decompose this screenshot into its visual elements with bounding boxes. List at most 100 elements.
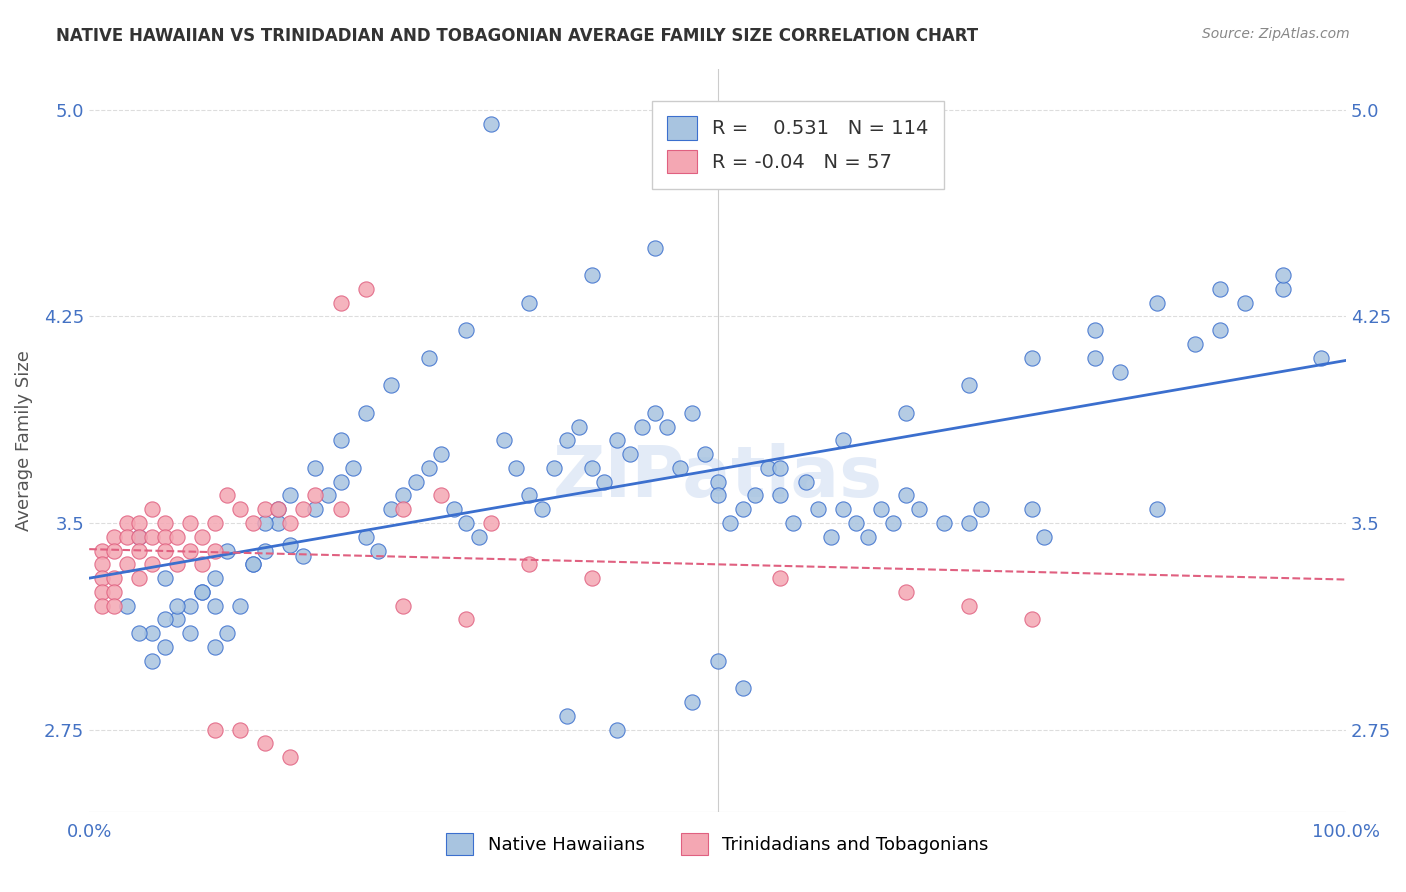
Point xyxy=(278,488,301,502)
Point xyxy=(693,447,716,461)
Point xyxy=(153,530,176,544)
Point xyxy=(90,571,112,585)
Text: ZIPatlas: ZIPatlas xyxy=(553,443,883,512)
Point xyxy=(456,612,478,626)
Point xyxy=(718,516,741,530)
Point xyxy=(204,723,226,737)
Point xyxy=(1021,351,1043,365)
Point xyxy=(115,558,138,572)
Text: Source: ZipAtlas.com: Source: ZipAtlas.com xyxy=(1202,27,1350,41)
Point xyxy=(204,516,226,530)
Point xyxy=(479,117,502,131)
Point xyxy=(204,543,226,558)
Point xyxy=(153,571,176,585)
Point xyxy=(380,378,402,392)
Point xyxy=(517,295,540,310)
Point xyxy=(932,516,955,530)
Point xyxy=(90,543,112,558)
Point xyxy=(380,502,402,516)
Point xyxy=(103,599,125,613)
Point xyxy=(907,502,929,516)
Y-axis label: Average Family Size: Average Family Size xyxy=(15,350,32,531)
Point xyxy=(204,640,226,654)
Point xyxy=(267,516,290,530)
Text: NATIVE HAWAIIAN VS TRINIDADIAN AND TOBAGONIAN AVERAGE FAMILY SIZE CORRELATION CH: NATIVE HAWAIIAN VS TRINIDADIAN AND TOBAG… xyxy=(56,27,979,45)
Point xyxy=(392,502,415,516)
Point xyxy=(593,475,616,489)
Point xyxy=(744,488,766,502)
Point xyxy=(782,516,804,530)
Point xyxy=(1033,530,1056,544)
Point xyxy=(354,406,377,420)
Point xyxy=(870,502,893,516)
Point xyxy=(845,516,868,530)
Point xyxy=(204,599,226,613)
Point xyxy=(103,585,125,599)
Point xyxy=(128,530,150,544)
Point xyxy=(581,571,603,585)
Point xyxy=(756,461,779,475)
Point xyxy=(957,599,980,613)
Point xyxy=(329,475,352,489)
Point xyxy=(354,282,377,296)
Point xyxy=(242,516,264,530)
Point xyxy=(657,419,679,434)
Point xyxy=(115,599,138,613)
Point xyxy=(1146,295,1168,310)
Point xyxy=(179,543,201,558)
Point xyxy=(706,475,728,489)
Point xyxy=(278,516,301,530)
Point xyxy=(820,530,842,544)
Point xyxy=(90,599,112,613)
Point xyxy=(1234,295,1257,310)
Point xyxy=(153,543,176,558)
Point xyxy=(479,516,502,530)
Point xyxy=(894,585,917,599)
Point xyxy=(1272,268,1295,282)
Point xyxy=(858,530,880,544)
Point xyxy=(555,434,578,448)
Point xyxy=(103,571,125,585)
Point xyxy=(291,549,314,563)
Point xyxy=(517,558,540,572)
Point xyxy=(254,516,277,530)
Point xyxy=(581,268,603,282)
Point xyxy=(304,502,326,516)
Point xyxy=(794,475,817,489)
Point xyxy=(367,543,389,558)
Point xyxy=(179,626,201,640)
Point xyxy=(128,530,150,544)
Point xyxy=(1146,502,1168,516)
Point xyxy=(1209,323,1232,337)
Point xyxy=(267,502,290,516)
Point xyxy=(242,558,264,572)
Point xyxy=(1184,337,1206,351)
Point xyxy=(681,695,703,709)
Point xyxy=(103,530,125,544)
Point xyxy=(166,599,188,613)
Point xyxy=(254,543,277,558)
Point xyxy=(957,516,980,530)
Point xyxy=(191,585,214,599)
Point xyxy=(254,502,277,516)
Point xyxy=(894,406,917,420)
Point xyxy=(115,516,138,530)
Point xyxy=(191,585,214,599)
Point xyxy=(769,488,792,502)
Point xyxy=(141,654,163,668)
Point xyxy=(128,571,150,585)
Point xyxy=(606,434,628,448)
Point xyxy=(329,502,352,516)
Point xyxy=(103,543,125,558)
Point xyxy=(456,516,478,530)
Point xyxy=(153,640,176,654)
Point xyxy=(254,736,277,750)
Point xyxy=(505,461,527,475)
Point xyxy=(217,543,239,558)
Point xyxy=(217,488,239,502)
Point xyxy=(191,558,214,572)
Point xyxy=(832,502,855,516)
Point xyxy=(1021,502,1043,516)
Point xyxy=(166,612,188,626)
Point xyxy=(882,516,904,530)
